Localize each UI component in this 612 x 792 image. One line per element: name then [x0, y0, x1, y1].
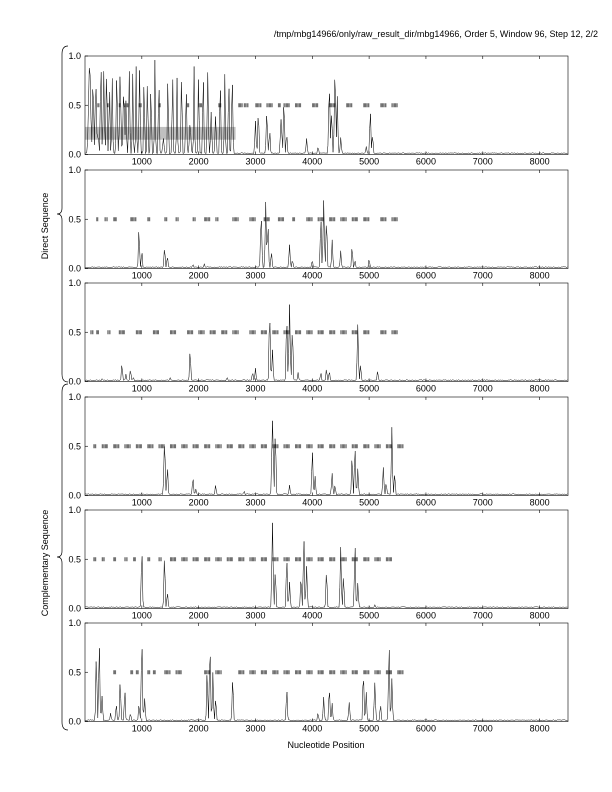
y-tick-label: 1.0 — [68, 165, 81, 175]
series-line-panel-3 — [84, 304, 568, 382]
x-tick-label: 2000 — [189, 384, 209, 394]
x-tick-label: 7000 — [473, 498, 493, 508]
y-tick-label: 0.0 — [68, 377, 81, 387]
panels: 1000 2000 3000 4000 5000 6000 7000 8000 0.0 0.5 1.… — [56, 45, 569, 734]
y-tick-label: 0.5 — [68, 327, 81, 337]
panel-frame — [84, 396, 569, 496]
x-tick-label: 4000 — [302, 724, 322, 734]
group-label-direct: Direct Sequence — [40, 193, 50, 260]
x-tick-label: 5000 — [359, 384, 379, 394]
x-tick-label: 5000 — [359, 157, 379, 167]
y-tick-label: 0.0 — [68, 604, 81, 614]
x-tick-label: 5000 — [359, 271, 379, 281]
x-tick-label: 2000 — [189, 724, 209, 734]
x-tick-label: 1000 — [132, 271, 152, 281]
x-tick-label: 8000 — [530, 498, 550, 508]
x-tick-label: 6000 — [416, 724, 436, 734]
x-tick-label: 6000 — [416, 271, 436, 281]
x-tick-label: 8000 — [530, 611, 550, 621]
x-tick-label: 4000 — [302, 384, 322, 394]
brace-complementary — [56, 383, 69, 731]
x-tick-label: 8000 — [530, 384, 550, 394]
x-tick-label: 7000 — [473, 384, 493, 394]
panel-frame — [84, 622, 569, 722]
x-tick-label: 2000 — [189, 611, 209, 621]
x-tick-label: 4000 — [302, 498, 322, 508]
y-tick-label: 0.5 — [68, 667, 81, 677]
x-tick-label: 3000 — [245, 498, 265, 508]
y-tick-label: 0.5 — [68, 214, 81, 224]
x-tick-label: 7000 — [473, 724, 493, 734]
x-tick-label: 7000 — [473, 611, 493, 621]
series-line-panel-2 — [84, 200, 568, 269]
x-tick-label: 3000 — [245, 611, 265, 621]
y-tick-label: 1.0 — [68, 278, 81, 288]
x-tick-label: 1000 — [132, 384, 152, 394]
x-tick-label: 1000 — [132, 498, 152, 508]
panel-4: 1000 2000 3000 4000 5000 6000 7000 8000 0.0 0.5 1.… — [68, 392, 569, 508]
x-tick-label: 6000 — [416, 611, 436, 621]
x-tick-label: 7000 — [473, 271, 493, 281]
panel-frame — [84, 282, 569, 382]
x-tick-label: 3000 — [245, 724, 265, 734]
x-tick-label: 1000 — [132, 724, 152, 734]
panel-3: 1000 2000 3000 4000 5000 6000 7000 8000 0.0 0.5 1.… — [68, 278, 569, 394]
x-tick-label: 4000 — [302, 157, 322, 167]
series-line-panel-6 — [84, 648, 568, 722]
panel-frame — [84, 169, 569, 269]
x-tick-label: 2000 — [189, 498, 209, 508]
panel-1: 1000 2000 3000 4000 5000 6000 7000 8000 0.0 0.5 1.… — [68, 51, 569, 167]
y-tick-label: 0.5 — [68, 554, 81, 564]
group-label-complementary: Complementary Sequence — [40, 510, 50, 617]
y-tick-label: 1.0 — [68, 505, 81, 515]
y-tick-label: 0.0 — [68, 150, 81, 160]
y-tick-label: 0.0 — [68, 491, 81, 501]
x-tick-label: 5000 — [359, 611, 379, 621]
x-tick-label: 6000 — [416, 157, 436, 167]
x-tick-label: 3000 — [245, 271, 265, 281]
x-tick-label: 8000 — [530, 157, 550, 167]
series-line-panel-1 — [84, 60, 568, 155]
y-tick-label: 1.0 — [68, 618, 81, 628]
x-tick-label: 7000 — [473, 157, 493, 167]
x-tick-label: 3000 — [245, 157, 265, 167]
x-tick-label: 5000 — [359, 498, 379, 508]
y-tick-label: 0.0 — [68, 264, 81, 274]
series-line-panel-5 — [84, 522, 568, 609]
header-path-text: /tmp/mbg14966/only/raw_result_dir/mbg149… — [274, 29, 598, 39]
y-tick-label: 1.0 — [68, 392, 81, 402]
y-tick-label: 0.5 — [68, 441, 81, 451]
x-tick-label: 1000 — [132, 611, 152, 621]
x-tick-label: 4000 — [302, 271, 322, 281]
x-axis-title: Nucleotide Position — [287, 740, 364, 750]
x-tick-label: 4000 — [302, 611, 322, 621]
brace-direct — [56, 45, 69, 383]
x-tick-label: 1000 — [132, 157, 152, 167]
x-tick-label: 8000 — [530, 271, 550, 281]
panel-5: 1000 2000 3000 4000 5000 6000 7000 8000 0.0 0.5 1.… — [68, 505, 569, 621]
panel-6: 1000 2000 3000 4000 5000 6000 7000 8000 0.0 0.5 1.… — [68, 618, 569, 734]
y-tick-label: 0.5 — [68, 100, 81, 110]
y-tick-label: 1.0 — [68, 51, 81, 61]
x-tick-label: 6000 — [416, 498, 436, 508]
x-tick-label: 2000 — [189, 271, 209, 281]
x-tick-label: 5000 — [359, 724, 379, 734]
y-tick-label: 0.0 — [68, 717, 81, 727]
x-tick-label: 6000 — [416, 384, 436, 394]
x-tick-label: 8000 — [530, 724, 550, 734]
series-line-panel-4 — [84, 420, 568, 496]
x-tick-label: 3000 — [245, 384, 265, 394]
panel-frame — [84, 509, 569, 609]
x-tick-label: 2000 — [189, 157, 209, 167]
panel-2: 1000 2000 3000 4000 5000 6000 7000 8000 0.0 0.5 1.… — [68, 165, 569, 281]
